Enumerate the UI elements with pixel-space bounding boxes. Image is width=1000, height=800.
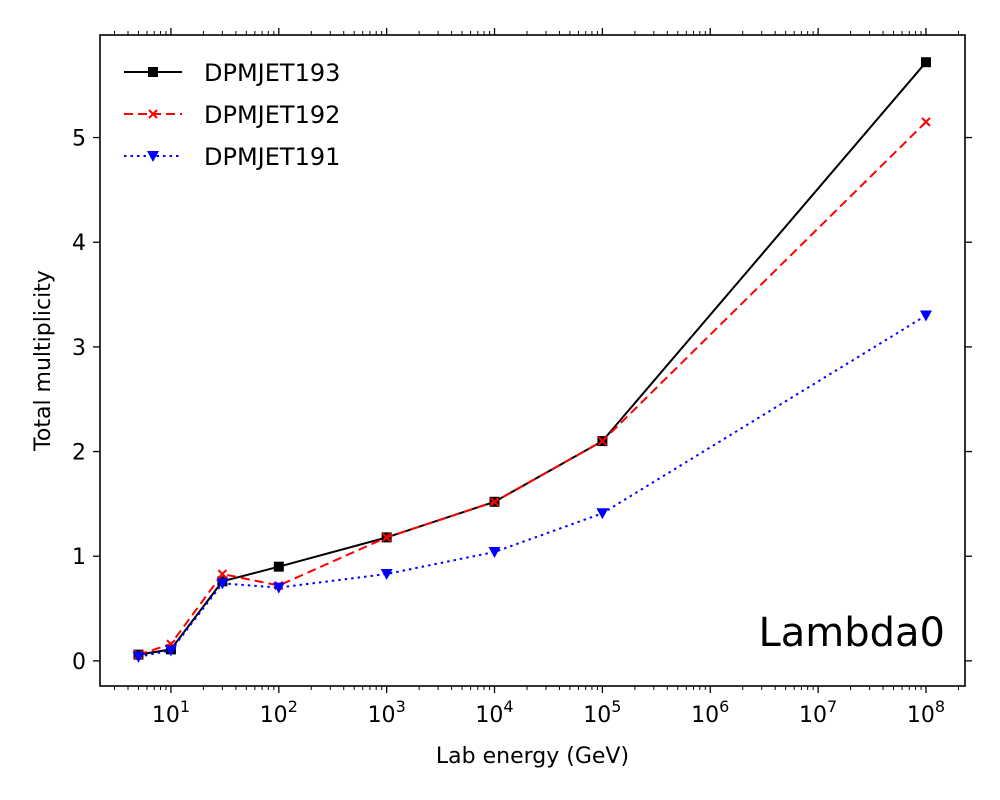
y-tick-label: 4 <box>72 231 86 256</box>
legend: DPMJET193 DPMJET192 DPMJET191 <box>124 59 340 171</box>
x-tick-label: 106 <box>691 697 729 728</box>
series-DPMJET191 <box>132 310 932 663</box>
data-point <box>919 310 932 322</box>
data-point <box>132 651 145 663</box>
x-tick-label: 104 <box>475 697 513 728</box>
x-mark-stroke <box>921 117 931 127</box>
data-point <box>273 561 284 572</box>
x-tick-label: 102 <box>260 697 298 728</box>
x-tick-label: 105 <box>583 697 621 728</box>
legend-entry: DPMJET191 <box>124 143 340 171</box>
y-tick-label: 3 <box>72 336 86 361</box>
y-tick-label: 1 <box>72 545 86 570</box>
legend-marker <box>148 109 158 119</box>
x-tick-label: 108 <box>907 697 945 728</box>
y-tick-label: 2 <box>72 441 86 466</box>
y-tick-label: 0 <box>72 650 86 675</box>
data-point <box>217 569 228 579</box>
data-point <box>489 497 500 507</box>
series-layer <box>132 57 932 663</box>
y-tick-label: 5 <box>72 127 86 152</box>
series-line <box>138 121 927 656</box>
legend-marker <box>148 67 158 77</box>
data-point <box>597 436 608 446</box>
legend-marker <box>147 151 159 162</box>
x-mark-stroke <box>489 497 500 507</box>
data-point <box>596 508 609 520</box>
x-mark-stroke <box>381 532 392 543</box>
data-point <box>272 582 285 594</box>
data-point <box>920 57 931 68</box>
x-tick-label: 107 <box>799 697 837 728</box>
x-mark-stroke <box>217 569 228 579</box>
x-mark-stroke <box>148 109 158 119</box>
plot-frame <box>99 34 966 687</box>
data-point <box>488 547 501 559</box>
data-point <box>164 645 177 657</box>
x-axis-title: Lab energy (GeV) <box>436 744 629 769</box>
annotation-label: Lambda0 <box>758 610 945 656</box>
x-mark-stroke <box>597 436 608 446</box>
data-point <box>380 569 393 581</box>
legend-label: DPMJET193 <box>204 59 340 87</box>
series-line <box>138 61 927 656</box>
legend-entry: DPMJET193 <box>124 59 340 87</box>
legend-entry: DPMJET192 <box>124 101 340 129</box>
series-line <box>138 314 927 658</box>
legend-label: DPMJET191 <box>204 143 340 171</box>
data-point <box>381 532 392 543</box>
data-point <box>216 578 229 590</box>
x-tick-label: 103 <box>368 697 406 728</box>
x-tick-label: 101 <box>152 697 190 728</box>
legend-label: DPMJET192 <box>204 101 340 129</box>
data-point <box>921 117 931 127</box>
y-axis-title: Total multiplicity <box>31 270 56 452</box>
